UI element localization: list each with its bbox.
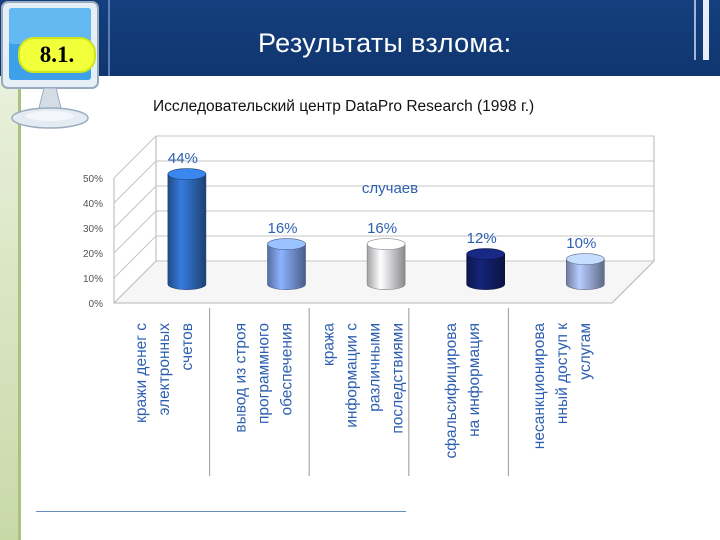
- chart-bars: [167, 168, 605, 290]
- chart-legend: случаев: [362, 180, 418, 197]
- category-label: программного: [255, 323, 272, 424]
- slide-title: Результаты взлома:: [258, 28, 512, 58]
- data-label: 12%: [467, 230, 497, 247]
- data-label: 16%: [267, 220, 297, 237]
- data-label: 44%: [168, 150, 198, 167]
- category-label: электронных: [156, 323, 173, 416]
- header-accent-line: [694, 0, 696, 60]
- y-tick-label: 20%: [83, 249, 103, 260]
- x-axis-categories: кражи денег с электронных счетов вывод из с…: [133, 308, 594, 476]
- category-label: информации с: [344, 323, 361, 428]
- bar-top: [267, 238, 306, 250]
- category-label: вывод из строя: [232, 323, 249, 433]
- y-tick-label: 40%: [83, 199, 103, 210]
- bar-top: [565, 253, 605, 265]
- slide-header: [0, 0, 720, 76]
- gridline: [113, 160, 654, 204]
- bar-body: [566, 258, 605, 290]
- gridline: [113, 235, 654, 279]
- category-label: несанкционирова: [531, 323, 548, 450]
- gridline: [113, 135, 654, 179]
- header-separator: [108, 0, 110, 76]
- bar: [565, 253, 605, 290]
- category-label: нный доступ к: [554, 323, 571, 424]
- bottom-divider: [36, 511, 406, 512]
- bar-body: [366, 243, 406, 290]
- chart-walls: [112, 135, 656, 304]
- data-label: 16%: [367, 220, 397, 237]
- chart-subtitle: Исследовательский центр DataPro Research…: [153, 98, 535, 115]
- chart-back-wall: [155, 135, 655, 262]
- legend-entry: случаев: [362, 180, 418, 197]
- chart-grid: [113, 135, 654, 304]
- category-label: услугам: [577, 323, 594, 380]
- bar: [366, 238, 406, 290]
- y-axis-ticks: 0% 10% 20% 30% 40% 50%: [83, 174, 103, 310]
- bar-top: [366, 238, 406, 250]
- left-decor-stripe: [18, 76, 21, 540]
- category-label: обеспечения: [278, 323, 295, 416]
- bar-top: [466, 248, 506, 260]
- category-label: кража: [321, 323, 338, 366]
- category-label: последствиями: [390, 323, 407, 434]
- category-label: кражи денег с: [133, 323, 150, 423]
- category-label: различными: [367, 323, 384, 412]
- data-label: 10%: [566, 235, 596, 252]
- bar-body: [267, 243, 306, 290]
- section-number-badge: 8.1.: [18, 37, 96, 73]
- bar-body: [167, 173, 207, 290]
- bar-body: [466, 253, 505, 290]
- bar: [267, 238, 306, 290]
- data-labels: 44% 16% 16% 12% 10%: [168, 150, 596, 252]
- gridline: [113, 185, 654, 229]
- y-tick-label: 30%: [83, 224, 103, 235]
- category-label: сфальсифицирова: [443, 323, 460, 459]
- bar: [466, 248, 506, 290]
- y-tick-label: 0%: [89, 299, 104, 310]
- bar: [167, 168, 207, 290]
- y-tick-label: 50%: [83, 174, 103, 185]
- category-label: на информация: [466, 323, 483, 437]
- gridline: [113, 210, 654, 254]
- bar-top: [167, 168, 207, 180]
- y-tick-label: 10%: [83, 274, 103, 285]
- left-decor-strip: [0, 76, 21, 540]
- category-label: счетов: [179, 323, 196, 371]
- header-accent-bar: [703, 0, 709, 60]
